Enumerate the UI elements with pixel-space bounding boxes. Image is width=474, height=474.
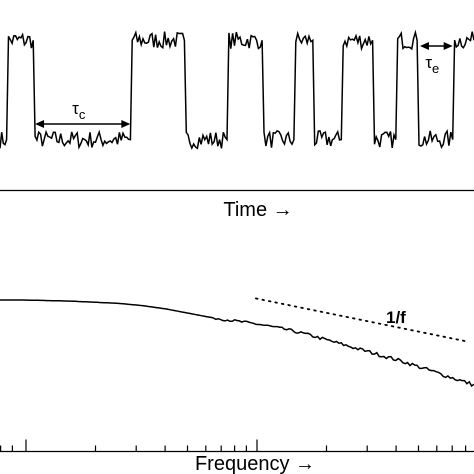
tau-e-left-arrowhead-icon xyxy=(419,42,429,50)
frequency-ticks xyxy=(0,439,467,452)
frequency-panel: 1/f Frequency → xyxy=(0,297,474,474)
tau-c-annotation: τc xyxy=(35,99,131,128)
tau-e-label: τe xyxy=(425,53,439,76)
one-over-f-reference-line xyxy=(255,297,466,342)
frequency-axis-label: Frequency → xyxy=(195,453,315,474)
tau-e-subscript: e xyxy=(432,61,439,76)
time-panel: τc τe Time → xyxy=(0,29,474,221)
tau-c-left-arrowhead-icon xyxy=(35,120,45,128)
telegraph-signal-trace xyxy=(0,29,474,151)
tau-e-annotation: τe xyxy=(419,42,453,76)
tau-e-right-arrowhead-icon xyxy=(443,42,453,50)
tau-c-right-arrowhead-icon xyxy=(121,120,131,128)
tau-c-subscript: c xyxy=(79,107,86,122)
tau-c-label: τc xyxy=(72,99,86,122)
one-over-f-label: 1/f xyxy=(386,308,406,327)
dwell-time-annotations: τc τe xyxy=(35,42,453,128)
time-axis-label: Time → xyxy=(223,199,292,221)
power-spectrum-curve xyxy=(0,299,474,388)
